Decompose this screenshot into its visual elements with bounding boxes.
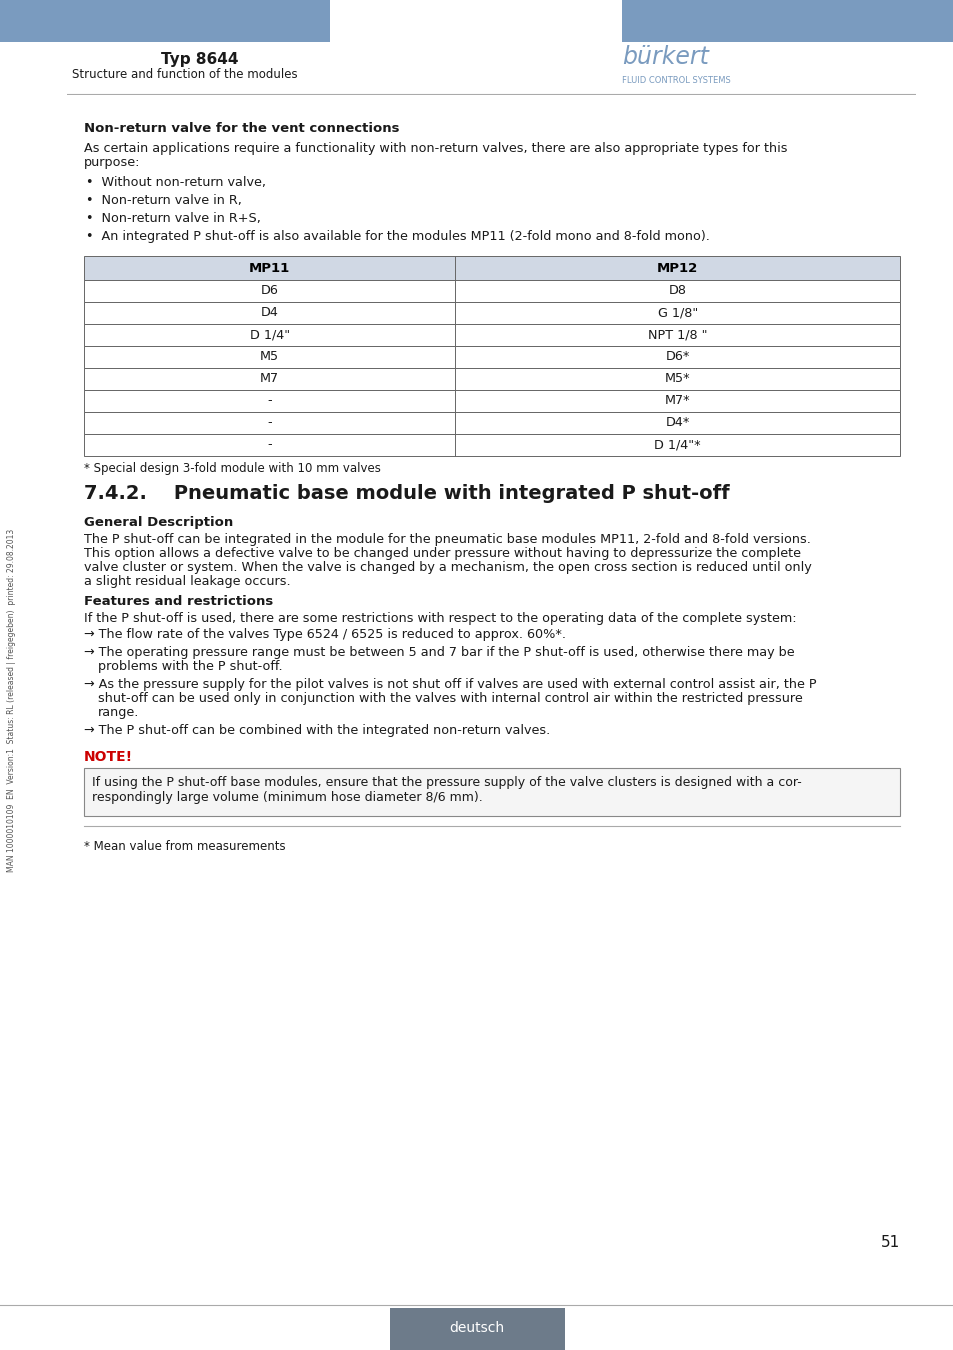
Text: -: -	[267, 394, 272, 408]
Text: •  Non-return valve in R+S,: • Non-return valve in R+S,	[86, 212, 260, 225]
Bar	[84, 346, 899, 369]
Text: → The P shut-off can be combined with the integrated non-return valves.: → The P shut-off can be combined with th…	[84, 724, 550, 737]
Text: D 1/4"*: D 1/4"*	[654, 439, 700, 451]
Text: bürkert: bürkert	[621, 45, 708, 69]
Text: •  An integrated P shut-off is also available for the modules MP11 (2-fold mono : • An integrated P shut-off is also avail…	[86, 230, 709, 243]
Text: Non-return valve for the vent connections: Non-return valve for the vent connection…	[84, 122, 399, 135]
Text: M5*: M5*	[664, 373, 690, 386]
Text: -: -	[267, 417, 272, 429]
Bar	[621, 30, 639, 38]
Text: MAN 1000010109  EN  Version:1  Status: RL (released | freigegeben)  printed: 29.: MAN 1000010109 EN Version:1 Status: RL (…	[8, 528, 16, 872]
Bar	[84, 302, 899, 324]
Text: D 1/4": D 1/4"	[250, 328, 290, 342]
Text: G 1/8": G 1/8"	[657, 306, 697, 320]
Text: purpose:: purpose:	[84, 157, 140, 169]
Bar	[84, 256, 899, 279]
Text: * Special design 3-fold module with 10 mm valves: * Special design 3-fold module with 10 m…	[84, 462, 380, 475]
Text: → The operating pressure range must be between 5 and 7 bar if the P shut-off is : → The operating pressure range must be b…	[84, 647, 794, 659]
Text: → The flow rate of the valves Type 6524 / 6525 is reduced to approx. 60%*.: → The flow rate of the valves Type 6524 …	[84, 628, 565, 641]
Text: 51: 51	[880, 1235, 899, 1250]
Text: The P shut-off can be integrated in the module for the pneumatic base modules MP: The P shut-off can be integrated in the …	[84, 533, 810, 545]
Text: respondingly large volume (minimum hose diameter 8/6 mm).: respondingly large volume (minimum hose …	[91, 791, 482, 805]
Bar	[84, 324, 899, 346]
Text: •  Non-return valve in R,: • Non-return valve in R,	[86, 194, 242, 207]
Text: D8: D8	[668, 285, 686, 297]
Bar	[84, 768, 899, 815]
Text: D4*: D4*	[665, 417, 689, 429]
Text: * Mean value from measurements: * Mean value from measurements	[84, 840, 285, 853]
Text: If the P shut-off is used, there are some restrictions with respect to the opera: If the P shut-off is used, there are som…	[84, 612, 796, 625]
Text: D6*: D6*	[665, 351, 689, 363]
Text: M7*: M7*	[664, 394, 690, 408]
Text: problems with the P shut-off.: problems with the P shut-off.	[98, 660, 282, 674]
Text: deutsch: deutsch	[449, 1322, 504, 1335]
Text: This option allows a defective valve to be changed under pressure without having: This option allows a defective valve to …	[84, 547, 801, 560]
Text: NOTE!: NOTE!	[84, 751, 133, 764]
Text: 7.4.2.    Pneumatic base module with integrated P shut-off: 7.4.2. Pneumatic base module with integr…	[84, 485, 729, 504]
Text: a slight residual leakage occurs.: a slight residual leakage occurs.	[84, 575, 291, 589]
Text: → As the pressure supply for the pilot valves is not shut off if valves are used: → As the pressure supply for the pilot v…	[84, 678, 816, 691]
Text: M5: M5	[260, 351, 279, 363]
Text: General Description: General Description	[84, 516, 233, 529]
Text: shut-off can be used only in conjunction with the valves with internal control a: shut-off can be used only in conjunction…	[98, 693, 801, 705]
Text: -: -	[267, 439, 272, 451]
Bar	[641, 30, 701, 38]
Text: Structure and function of the modules: Structure and function of the modules	[71, 68, 297, 81]
Text: Typ 8644: Typ 8644	[161, 53, 238, 68]
Bar	[84, 412, 899, 433]
Text: FLUID CONTROL SYSTEMS: FLUID CONTROL SYSTEMS	[621, 76, 730, 85]
Bar	[84, 433, 899, 456]
Text: MP12: MP12	[657, 262, 698, 274]
Text: range.: range.	[98, 706, 139, 720]
Text: NPT 1/8 ": NPT 1/8 "	[647, 328, 706, 342]
Text: MP11: MP11	[249, 262, 290, 274]
Bar	[84, 390, 899, 412]
Text: Features and restrictions: Features and restrictions	[84, 595, 273, 608]
Text: D6: D6	[260, 285, 278, 297]
Text: As certain applications require a functionality with non-return valves, there ar: As certain applications require a functi…	[84, 142, 786, 155]
Bar	[84, 279, 899, 302]
Text: If using the P shut-off base modules, ensure that the pressure supply of the val: If using the P shut-off base modules, en…	[91, 776, 801, 788]
Bar	[84, 369, 899, 390]
Text: M7: M7	[260, 373, 279, 386]
Text: valve cluster or system. When the valve is changed by a mechanism, the open cros: valve cluster or system. When the valve …	[84, 562, 811, 574]
Bar	[390, 1308, 564, 1350]
Text: •  Without non-return valve,: • Without non-return valve,	[86, 176, 266, 189]
Text: D4: D4	[260, 306, 278, 320]
